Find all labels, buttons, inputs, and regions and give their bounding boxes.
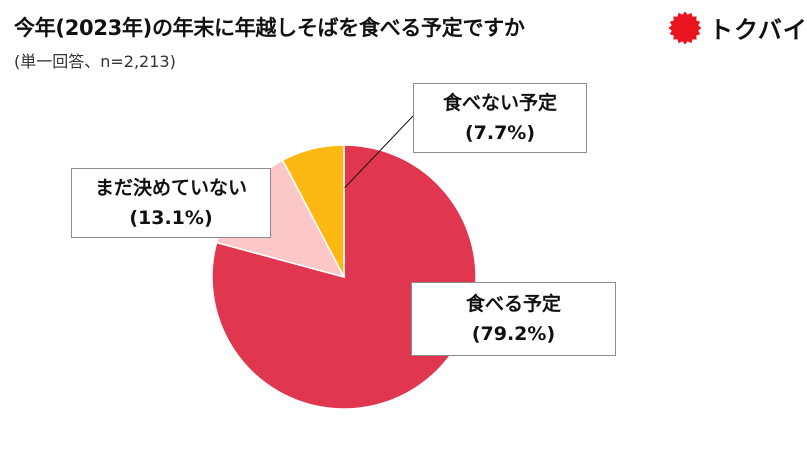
red-seal-icon [668,11,702,44]
callout-label: まだ決めていない [94,177,247,199]
callout-value: (79.2%) [471,323,556,345]
callout-not-eating: 食べない予定 (7.7%) [413,83,587,153]
leader-line-not-eating [344,115,414,189]
logo-text: トクバイ [709,16,807,44]
callout-label: 食べる予定 [465,293,561,315]
tokubai-logo: トクバイ [668,10,807,45]
callout-value: (7.7%) [464,122,536,144]
chart-title: 今年(2023年)の年末に年越しそばを食べる予定ですか [14,16,525,40]
callout-label: 食べない予定 [442,92,557,114]
callout-value: (13.1%) [129,207,213,229]
chart-subtitle: (単一回答、n=2,213) [14,52,176,71]
pie-slice-3 [281,144,345,278]
pie-slices [211,144,477,410]
callout-eating: 食べる予定 (79.2%) [411,282,616,356]
callout-undecided: まだ決めていない (13.1%) [71,168,271,238]
